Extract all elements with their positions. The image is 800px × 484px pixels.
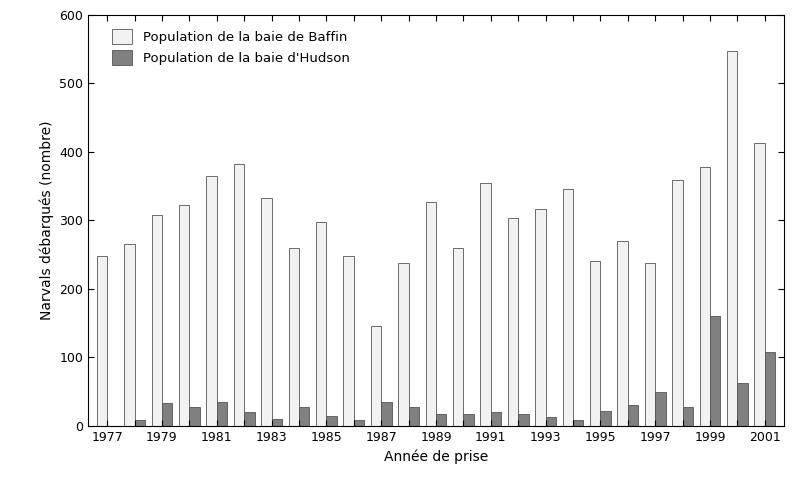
Bar bbox=[316, 222, 326, 426]
Bar bbox=[271, 419, 282, 426]
Bar bbox=[765, 352, 775, 426]
Bar bbox=[206, 176, 217, 426]
Bar bbox=[426, 202, 436, 426]
Bar bbox=[562, 189, 573, 426]
Bar bbox=[618, 241, 628, 426]
Bar bbox=[354, 421, 364, 426]
Bar bbox=[573, 421, 583, 426]
Bar bbox=[381, 402, 392, 426]
Bar bbox=[261, 197, 271, 426]
Bar bbox=[436, 413, 446, 426]
Bar bbox=[326, 416, 337, 426]
Bar bbox=[97, 256, 107, 426]
Bar bbox=[151, 215, 162, 426]
Bar bbox=[672, 181, 682, 426]
Bar bbox=[409, 407, 419, 426]
Bar bbox=[508, 218, 518, 426]
Bar bbox=[601, 411, 611, 426]
Bar bbox=[453, 248, 463, 426]
Bar bbox=[738, 383, 748, 426]
Bar bbox=[124, 244, 134, 426]
Legend: Population de la baie de Baffin, Population de la baie d'Hudson: Population de la baie de Baffin, Populat… bbox=[109, 25, 354, 69]
Bar bbox=[682, 407, 693, 426]
Bar bbox=[700, 166, 710, 426]
Bar bbox=[655, 392, 666, 426]
Bar bbox=[343, 256, 354, 426]
Bar bbox=[480, 182, 491, 426]
Bar bbox=[370, 327, 381, 426]
Bar bbox=[754, 143, 765, 426]
Y-axis label: Narvals débarqués (nombre): Narvals débarqués (nombre) bbox=[39, 121, 54, 320]
Bar bbox=[244, 412, 254, 426]
Bar bbox=[179, 205, 190, 426]
Bar bbox=[645, 263, 655, 426]
Bar bbox=[590, 261, 601, 426]
Bar bbox=[535, 209, 546, 426]
X-axis label: Année de prise: Année de prise bbox=[384, 449, 488, 464]
Bar bbox=[234, 164, 244, 426]
Bar bbox=[518, 413, 529, 426]
Bar bbox=[217, 402, 227, 426]
Bar bbox=[162, 403, 172, 426]
Bar bbox=[710, 316, 721, 426]
Bar bbox=[628, 406, 638, 426]
Bar bbox=[299, 407, 310, 426]
Bar bbox=[398, 263, 409, 426]
Bar bbox=[463, 413, 474, 426]
Bar bbox=[491, 412, 502, 426]
Bar bbox=[134, 421, 145, 426]
Bar bbox=[546, 417, 556, 426]
Bar bbox=[190, 407, 200, 426]
Bar bbox=[289, 248, 299, 426]
Bar bbox=[727, 51, 738, 426]
